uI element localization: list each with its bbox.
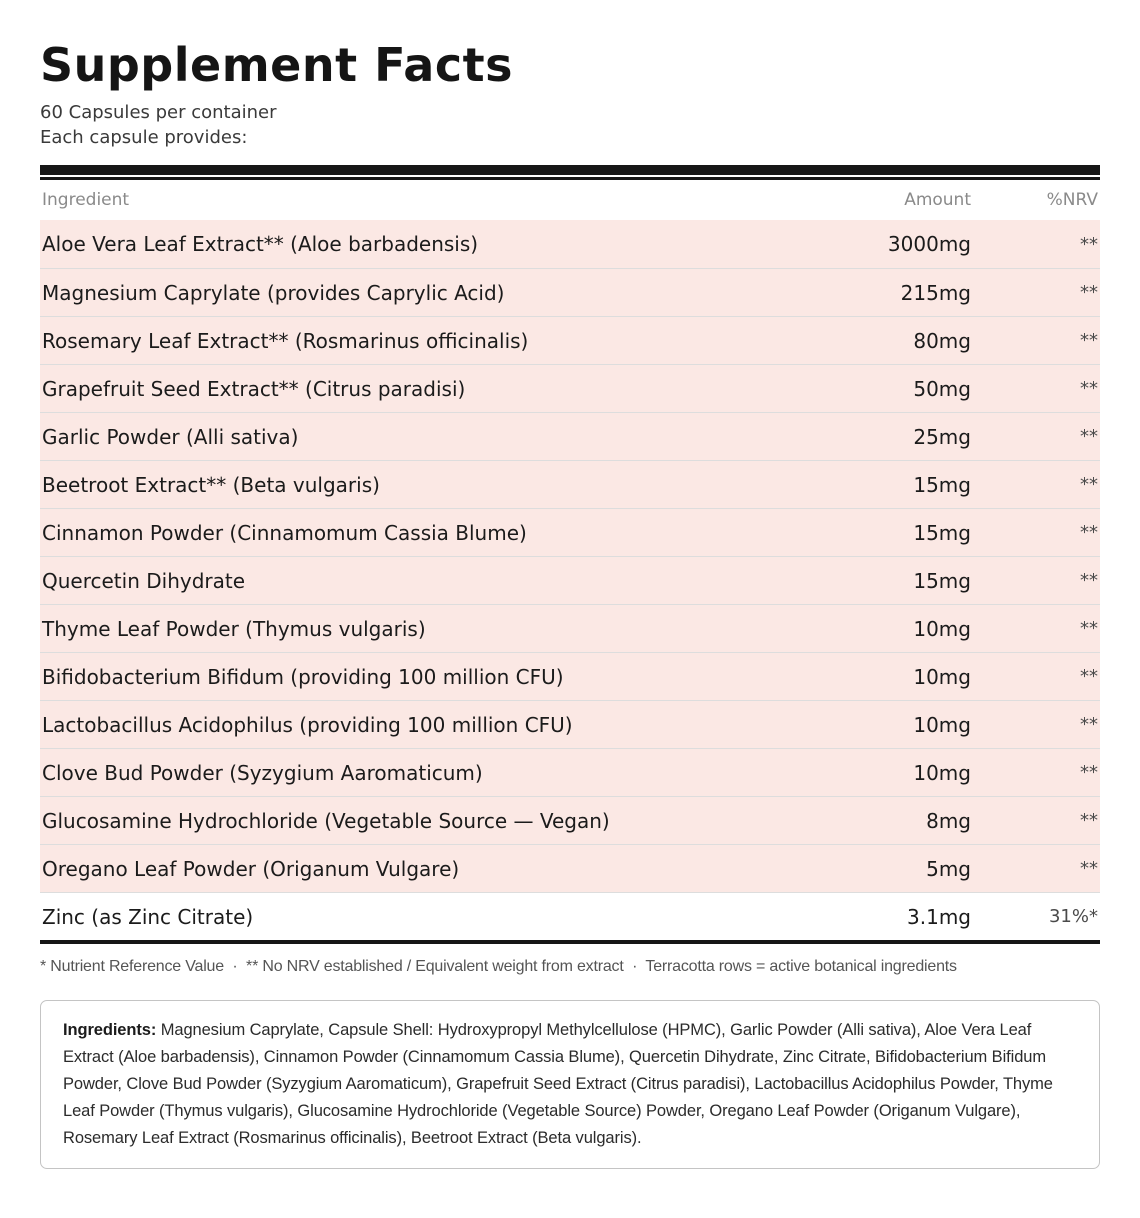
table-row: Clove Bud Powder (Syzygium Aaromaticum) … (40, 748, 1100, 796)
table-row: Cinnamon Powder (Cinnamomum Cassia Blume… (40, 508, 1100, 556)
table-row: Bifidobacterium Bifidum (providing 100 m… (40, 652, 1100, 700)
ingredient-amount: 25mg (913, 424, 971, 449)
ingredient-amount: 15mg (913, 568, 971, 593)
ingredient-name: Aloe Vera Leaf Extract** (Aloe barbadens… (42, 232, 479, 256)
table-row: Zinc (as Zinc Citrate) 3.1mg 31%* (40, 892, 1100, 940)
ingredient-nrv: ** (1080, 474, 1098, 495)
ingredient-table: Aloe Vera Leaf Extract** (Aloe barbadens… (40, 220, 1100, 940)
ingredient-name: Garlic Powder (Alli sativa) (42, 424, 299, 449)
ingredient-nrv: ** (1080, 618, 1098, 639)
supplement-facts-panel: Supplement Facts 60 Capsules per contain… (40, 38, 1100, 1169)
ingredient-nrv: 31%* (1048, 906, 1098, 927)
ingredient-amount: 215mg (900, 280, 971, 305)
ingredient-name: Thyme Leaf Powder (Thymus vulgaris) (42, 616, 426, 641)
ingredients-paragraph: Ingredients: Magnesium Caprylate, Capsul… (63, 1017, 1077, 1152)
ingredient-name: Quercetin Dihydrate (42, 568, 246, 593)
table-row: Thyme Leaf Powder (Thymus vulgaris) 10mg… (40, 604, 1100, 652)
column-header-nrv: %NRV (1046, 190, 1098, 210)
ingredient-nrv: ** (1080, 233, 1098, 255)
ingredient-amount: 5mg (926, 856, 971, 881)
table-row: Rosemary Leaf Extract** (Rosmarinus offi… (40, 316, 1100, 364)
ingredient-amount: 10mg (913, 664, 971, 689)
ingredient-nrv: ** (1080, 858, 1098, 879)
ingredient-name: Glucosamine Hydrochloride (Vegetable Sou… (42, 808, 610, 833)
table-row: Garlic Powder (Alli sativa) 25mg ** (40, 412, 1100, 460)
ingredient-amount: 10mg (913, 760, 971, 785)
ingredient-amount: 8mg (926, 808, 971, 833)
ingredient-name: Cinnamon Powder (Cinnamomum Cassia Blume… (42, 520, 527, 545)
table-row: Glucosamine Hydrochloride (Vegetable Sou… (40, 796, 1100, 844)
footnote: * Nutrient Reference Value · ** No NRV e… (40, 958, 957, 975)
servings-per-container: 60 Capsules per container (40, 102, 277, 123)
ingredient-amount: 3.1mg (907, 904, 971, 929)
table-row: Magnesium Caprylate (provides Caprylic A… (40, 268, 1100, 316)
ingredient-nrv: ** (1080, 714, 1098, 735)
bottom-rule (40, 940, 1100, 944)
ingredient-name: Bifidobacterium Bifidum (providing 100 m… (42, 664, 564, 689)
table-row: Lactobacillus Acidophilus (providing 100… (40, 700, 1100, 748)
table-row: Grapefruit Seed Extract** (Citrus paradi… (40, 364, 1100, 412)
ingredient-name: Grapefruit Seed Extract** (Citrus paradi… (42, 376, 466, 401)
ingredient-amount: 50mg (913, 376, 971, 401)
ingredient-nrv: ** (1080, 810, 1098, 831)
per-capsule-note: Each capsule provides: (40, 127, 248, 148)
top-rule-thick (40, 165, 1100, 175)
column-header-amount: Amount (904, 190, 971, 210)
ingredients-text: Magnesium Caprylate, Capsule Shell: Hydr… (63, 1021, 1053, 1147)
table-row: Aloe Vera Leaf Extract** (Aloe barbadens… (40, 220, 1100, 268)
ingredient-amount: 3000mg (887, 232, 971, 256)
table-row: Beetroot Extract** (Beta vulgaris) 15mg … (40, 460, 1100, 508)
table-row: Oregano Leaf Powder (Origanum Vulgare) 5… (40, 844, 1100, 892)
ingredient-name: Oregano Leaf Powder (Origanum Vulgare) (42, 856, 460, 881)
ingredient-nrv: ** (1080, 378, 1098, 399)
table-row: Quercetin Dihydrate 15mg ** (40, 556, 1100, 604)
page-title: Supplement Facts (40, 38, 513, 92)
ingredient-name: Magnesium Caprylate (provides Caprylic A… (42, 280, 505, 305)
table-header-row: Ingredient Amount %NRV (40, 180, 1100, 220)
ingredient-name: Rosemary Leaf Extract** (Rosmarinus offi… (42, 328, 529, 353)
ingredient-nrv: ** (1080, 282, 1098, 303)
ingredient-nrv: ** (1080, 522, 1098, 543)
ingredient-nrv: ** (1080, 570, 1098, 591)
ingredient-amount: 10mg (913, 712, 971, 737)
ingredient-nrv: ** (1080, 666, 1098, 687)
top-rule-thin (40, 177, 1100, 180)
column-header-ingredient: Ingredient (42, 190, 130, 210)
ingredient-amount: 80mg (913, 328, 971, 353)
ingredients-box: Ingredients: Magnesium Caprylate, Capsul… (40, 1000, 1100, 1169)
ingredient-amount: 15mg (913, 520, 971, 545)
ingredient-name: Beetroot Extract** (Beta vulgaris) (42, 472, 380, 497)
ingredients-label: Ingredients: (63, 1021, 157, 1039)
ingredient-amount: 10mg (913, 616, 971, 641)
ingredient-nrv: ** (1080, 762, 1098, 783)
ingredient-nrv: ** (1080, 330, 1098, 351)
ingredient-amount: 15mg (913, 472, 971, 497)
ingredient-name: Zinc (as Zinc Citrate) (42, 904, 254, 929)
ingredient-name: Clove Bud Powder (Syzygium Aaromaticum) (42, 760, 483, 785)
ingredient-nrv: ** (1080, 426, 1098, 447)
ingredient-name: Lactobacillus Acidophilus (providing 100… (42, 712, 573, 737)
